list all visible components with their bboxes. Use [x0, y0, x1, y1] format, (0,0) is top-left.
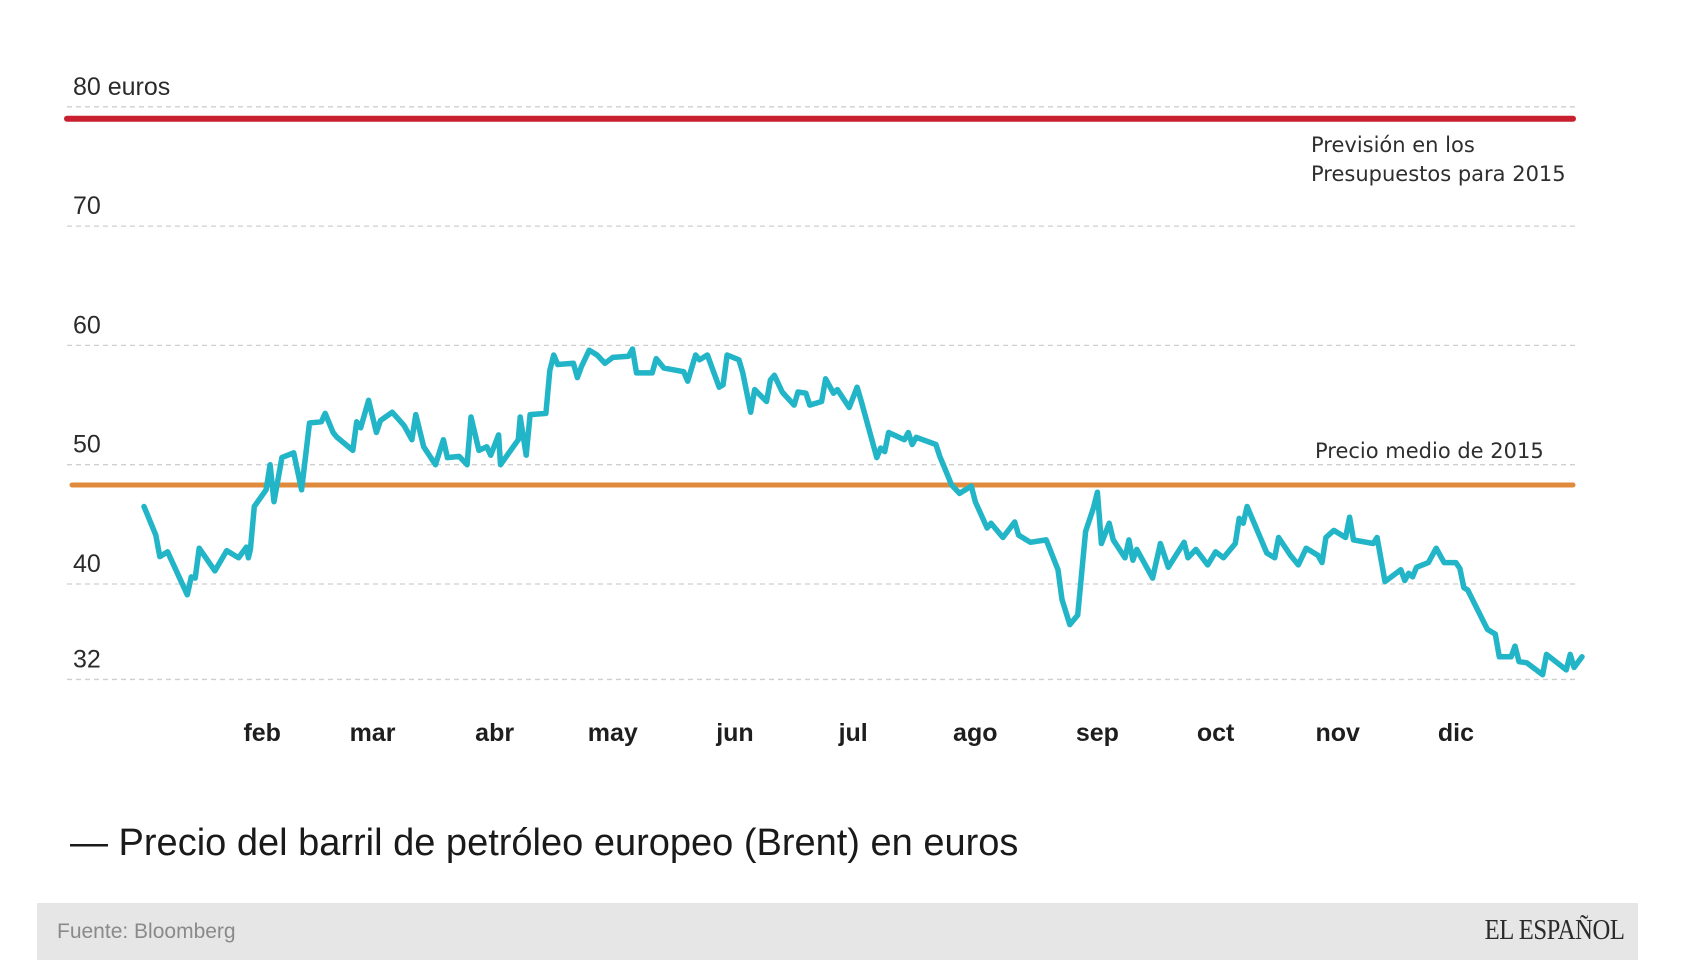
y-tick-label: 32 — [73, 645, 101, 673]
x-tick-label-sep: sep — [1076, 719, 1119, 747]
y-tick-label: 60 — [73, 311, 101, 339]
y-tick-label: 80 euros — [73, 73, 170, 101]
x-tick-label-oct: oct — [1197, 719, 1235, 747]
reference-lines: Previsión en los Presupuestos para 2015 Pr… — [64, 115, 1576, 488]
x-tick-label-may: may — [588, 719, 638, 747]
budget-forecast-label: Previsión en los — [1311, 133, 1475, 157]
budget-forecast-label: Presupuestos para 2015 — [1311, 162, 1566, 186]
y-tick-label: 40 — [73, 550, 101, 578]
source-note: Fuente: Bloomberg — [57, 920, 236, 943]
y-tick-label: 70 — [73, 192, 101, 220]
y-tick-label: 50 — [73, 431, 101, 459]
x-tick-label-dic: dic — [1438, 719, 1474, 747]
x-tick-label-mar: mar — [350, 719, 396, 747]
y-axis-labels: 80 euros 70 60 50 40 32 — [73, 73, 170, 674]
series-group — [141, 346, 1585, 678]
x-tick-label-jun: jun — [715, 719, 754, 747]
x-axis-labels: feb mar abr may jun jul ago sep oct nov dic — [243, 719, 1474, 747]
publisher-logo: EL ESPAÑOL — [1484, 914, 1624, 946]
x-tick-label-abr: abr — [475, 719, 514, 747]
series-line-brent — [141, 346, 1585, 678]
x-tick-label-nov: nov — [1316, 719, 1361, 747]
x-tick-label-feb: feb — [243, 719, 281, 747]
x-tick-label-jul: jul — [838, 719, 868, 747]
x-tick-label-ago: ago — [953, 719, 997, 747]
chart-title: — Precio del barril de petróleo europeo … — [70, 822, 1019, 864]
average-price-label: Precio medio de 2015 — [1315, 439, 1544, 463]
footer-bar: Fuente: Bloomberg EL ESPAÑOL — [37, 903, 1638, 960]
